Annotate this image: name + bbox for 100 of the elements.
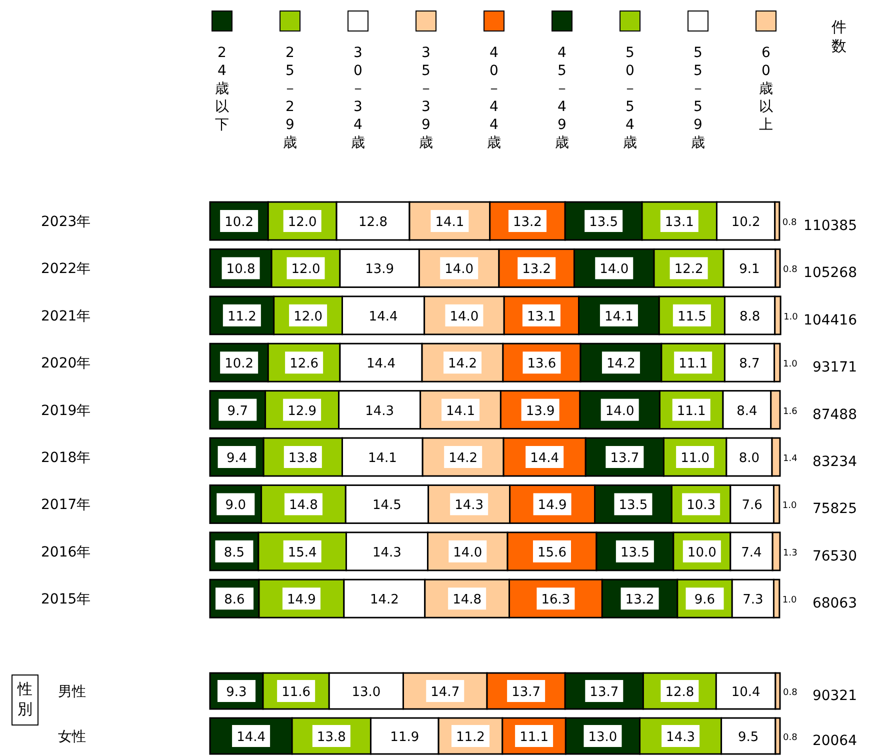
data-label: 11.1 (678, 356, 708, 372)
data-label: 9.5 (738, 730, 759, 745)
data-label: 11.1 (520, 730, 549, 745)
data-label: 1.3 (783, 548, 798, 558)
data-label: 13.0 (588, 730, 618, 745)
data-label: 8.5 (224, 545, 245, 560)
data-label: 9.1 (739, 262, 760, 278)
data-label: 11.0 (680, 451, 710, 466)
data-label: 12.0 (291, 262, 320, 278)
text: 90321 (812, 688, 857, 704)
legend-label: 30－34歳 (351, 45, 365, 151)
text: 20064 (812, 733, 858, 749)
data-label: 13.7 (590, 685, 619, 700)
data-label: 7.3 (742, 592, 764, 608)
data-label: 1.0 (782, 501, 798, 512)
data-label: 14.3 (365, 404, 394, 419)
data-label: 8.0 (738, 451, 760, 466)
text: 76530 (812, 548, 857, 564)
data-label: 14.1 (604, 309, 634, 324)
data-label: 14.1 (446, 404, 475, 419)
data-label: 14.2 (448, 451, 478, 466)
data-label: 14.9 (538, 498, 567, 514)
y-tick-label: 女性 (58, 729, 86, 745)
legend-label: 50－54歳 (623, 45, 637, 151)
y-tick-label: 2019年 (41, 402, 91, 419)
data-label: 14.0 (600, 262, 629, 278)
data-label: 14.3 (666, 730, 696, 745)
data-label: 14.8 (289, 498, 318, 514)
data-label: 14.4 (366, 356, 396, 372)
data-label: 14.4 (530, 451, 560, 466)
data-label: 9.3 (226, 685, 247, 700)
data-label: 7.4 (741, 545, 762, 560)
data-label: 10.8 (226, 262, 256, 278)
data-label: 13.8 (288, 451, 318, 466)
data-label: 0.8 (783, 265, 798, 276)
data-label: 13.1 (664, 215, 694, 230)
data-label: 13.8 (316, 730, 346, 745)
text: 68063 (812, 596, 857, 612)
data-label: 9.0 (225, 498, 246, 514)
data-label: 1.0 (783, 360, 798, 370)
data-label: 10.3 (686, 498, 716, 514)
data-label: 12.8 (665, 685, 694, 700)
data-label: 14.1 (368, 451, 397, 466)
data-label: 11.1 (676, 404, 706, 419)
legend-label: 60歳以上 (759, 45, 773, 133)
data-label: 10.2 (224, 215, 254, 230)
data-label: 16.3 (541, 592, 570, 608)
y-tick-label: 2017年 (41, 497, 91, 514)
legend-label: 55－59歳 (691, 45, 705, 151)
data-label: 12.6 (290, 356, 319, 372)
data-label: 8.6 (224, 592, 245, 608)
data-label: 10.4 (731, 685, 760, 700)
data-label: 11.2 (227, 309, 256, 324)
data-label: 1.6 (783, 406, 798, 417)
data-label: 13.6 (527, 356, 556, 372)
text: 110385 (804, 218, 857, 234)
data-label: 0.8 (783, 688, 798, 698)
data-label: 14.2 (606, 356, 636, 372)
data-label: 13.2 (513, 215, 542, 230)
data-label: 14.3 (454, 498, 484, 514)
data-label: 12.8 (358, 215, 388, 230)
y-tick-label: 2018年 (41, 450, 91, 466)
data-label: 11.6 (282, 685, 311, 700)
data-label: 11.2 (456, 730, 485, 745)
data-label: 14.1 (435, 215, 464, 230)
y-tick-label: 2020年 (41, 356, 91, 372)
data-label: 14.0 (444, 262, 474, 278)
data-label: 11.5 (677, 309, 706, 324)
data-label: 13.7 (610, 451, 640, 466)
legend-label: 24歳以下 (215, 45, 229, 133)
data-label: 13.9 (365, 262, 394, 278)
data-label: 13.5 (620, 545, 650, 560)
data-label: 14.8 (452, 592, 482, 608)
legend-label: 35－39歳 (419, 45, 433, 151)
text: 104416 (804, 312, 858, 328)
data-label: 13.2 (625, 592, 654, 608)
data-label: 9.4 (226, 451, 248, 466)
text: 83234 (812, 454, 858, 470)
y-tick-label: 2015年 (41, 592, 91, 608)
y-tick-label: 2022年 (41, 261, 91, 278)
data-label: 9.6 (694, 592, 716, 608)
data-label: 13.7 (512, 685, 541, 700)
data-label: 14.3 (372, 545, 402, 560)
data-label: 14.0 (453, 545, 482, 560)
data-label: 13.5 (618, 498, 648, 514)
data-label: 10.2 (731, 215, 760, 230)
data-label: 13.5 (589, 215, 618, 230)
legend-label: 45－49歳 (555, 45, 569, 151)
data-label: 10.0 (687, 545, 716, 560)
data-label: 13.0 (352, 685, 381, 700)
data-label: 1.0 (784, 312, 798, 322)
data-label: 12.0 (294, 309, 323, 324)
data-label: 14.2 (448, 356, 477, 372)
legend-label: 40－44歳 (487, 45, 501, 151)
data-label: 8.7 (739, 356, 760, 372)
data-label: 15.6 (538, 545, 566, 560)
y-tick-label: 2016年 (41, 544, 91, 560)
y-tick-label: 2023年 (41, 214, 91, 230)
data-label: 11.9 (390, 730, 420, 745)
data-label: 8.8 (739, 309, 760, 324)
